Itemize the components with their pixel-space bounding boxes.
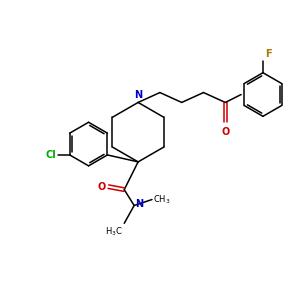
- Text: O: O: [221, 127, 230, 137]
- Text: CH$_3$: CH$_3$: [153, 193, 170, 206]
- Text: H$_3$C: H$_3$C: [105, 225, 123, 238]
- Text: Cl: Cl: [45, 150, 56, 160]
- Text: N: N: [134, 91, 142, 100]
- Text: O: O: [97, 182, 105, 192]
- Text: F: F: [265, 49, 272, 59]
- Text: N: N: [135, 200, 143, 209]
